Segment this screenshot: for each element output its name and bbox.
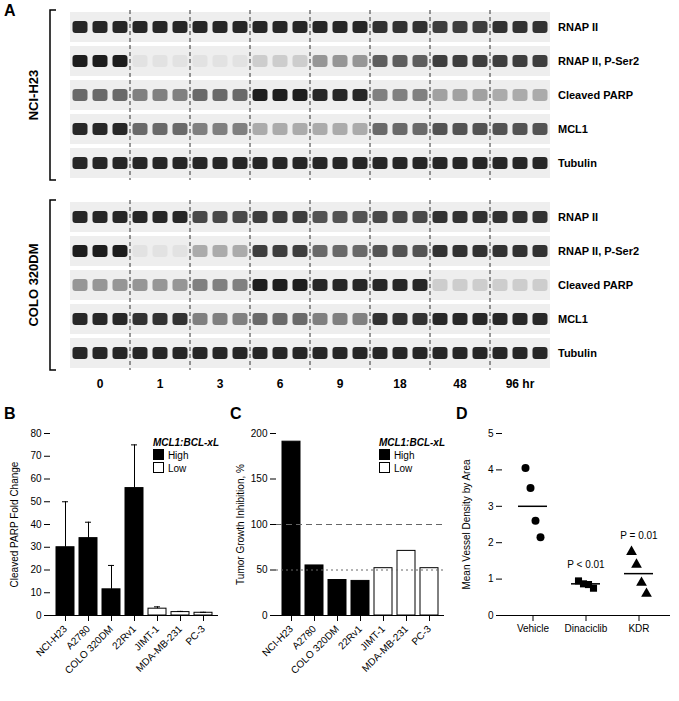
html-text:Low: Low <box>167 463 187 474</box>
svg-text:0: 0 <box>36 610 42 621</box>
svg-text:JIMT-1: JIMT-1 <box>357 623 388 653</box>
svg-text:COLO 320DM: COLO 320DM <box>26 243 41 326</box>
svg-text:Tubulin: Tubulin <box>558 347 597 359</box>
svg-text:1: 1 <box>488 573 494 584</box>
svg-text:JIMT-1: JIMT-1 <box>131 623 162 653</box>
svg-text:Tumor Growth Inhibition, %: Tumor Growth Inhibition, % <box>235 464 246 585</box>
svg-text:4: 4 <box>488 464 494 475</box>
svg-text:KDR: KDR <box>628 623 649 634</box>
svg-text:100: 100 <box>251 519 268 530</box>
svg-text:30: 30 <box>30 541 42 552</box>
svg-text:22Rv1: 22Rv1 <box>110 623 139 652</box>
svg-text:6: 6 <box>277 377 284 391</box>
svg-text:RNAP II: RNAP II <box>558 211 598 223</box>
svg-text:NCI-H23: NCI-H23 <box>26 70 41 121</box>
svg-text:Cleaved PARP: Cleaved PARP <box>558 89 633 101</box>
svg-text:0: 0 <box>488 610 494 621</box>
html-text:High: High <box>393 450 415 461</box>
html-text:D: D <box>456 405 468 422</box>
svg-text:0: 0 <box>262 610 268 621</box>
svg-text:Dinaciclib: Dinaciclib <box>565 623 608 634</box>
svg-text:70: 70 <box>30 450 42 461</box>
svg-text:50: 50 <box>30 496 42 507</box>
svg-text:MCL1: MCL1 <box>558 123 588 135</box>
svg-text:18: 18 <box>393 377 407 391</box>
svg-text:MDA-MB-231: MDA-MB-231 <box>134 623 185 674</box>
svg-text:20: 20 <box>30 564 42 575</box>
svg-text:RNAP II, P-Ser2: RNAP II, P-Ser2 <box>558 55 639 67</box>
svg-text:80: 80 <box>30 428 42 439</box>
html-text:Low: Low <box>393 463 413 474</box>
html-text:C: C <box>230 405 242 422</box>
svg-text:40: 40 <box>30 519 42 530</box>
svg-text:NCI-H23: NCI-H23 <box>260 623 296 659</box>
svg-text:96 hr: 96 hr <box>506 377 535 391</box>
svg-text:RNAP II, P-Ser2: RNAP II, P-Ser2 <box>558 245 639 257</box>
html-text:MCL1:BCL-xL: MCL1:BCL-xL <box>152 437 219 448</box>
svg-text:COLO 320DM: COLO 320DM <box>289 623 342 676</box>
html-text:B: B <box>4 405 16 422</box>
svg-text:200: 200 <box>251 428 268 439</box>
svg-text:0: 0 <box>97 377 104 391</box>
svg-text:3: 3 <box>217 377 224 391</box>
svg-text:60: 60 <box>30 473 42 484</box>
svg-text:5: 5 <box>488 428 494 439</box>
svg-text:Tubulin: Tubulin <box>558 157 597 169</box>
svg-text:NCI-H23: NCI-H23 <box>34 623 70 659</box>
svg-text:1: 1 <box>157 377 164 391</box>
svg-text:50: 50 <box>256 564 268 575</box>
svg-text:48: 48 <box>453 377 467 391</box>
html-text:MCL1:BCL-xL: MCL1:BCL-xL <box>378 437 445 448</box>
svg-text:3: 3 <box>488 501 494 512</box>
svg-text:P < 0.01: P < 0.01 <box>567 559 605 570</box>
svg-text:Vehicle: Vehicle <box>517 623 550 634</box>
svg-text:Mean Vessel Density by Area: Mean Vessel Density by Area <box>461 459 472 590</box>
svg-text:PC-3: PC-3 <box>183 623 207 647</box>
svg-text:MCL1: MCL1 <box>558 313 588 325</box>
svg-text:A2780: A2780 <box>63 623 93 652</box>
svg-text:MDA-MB-231: MDA-MB-231 <box>360 623 411 674</box>
svg-text:A2780: A2780 <box>289 623 319 652</box>
svg-text:9: 9 <box>337 377 344 391</box>
html-text:High: High <box>167 450 189 461</box>
svg-text:150: 150 <box>251 473 268 484</box>
svg-text:Cleaved PARP Fold Change: Cleaved PARP Fold Change <box>9 461 20 587</box>
svg-text:22Rv1: 22Rv1 <box>336 623 365 652</box>
svg-text:A: A <box>4 2 16 19</box>
svg-text:10: 10 <box>30 587 42 598</box>
svg-text:PC-3: PC-3 <box>409 623 433 647</box>
svg-text:Cleaved PARP: Cleaved PARP <box>558 279 633 291</box>
svg-text:2: 2 <box>488 537 494 548</box>
svg-text:RNAP II: RNAP II <box>558 21 598 33</box>
svg-text:COLO 320DM: COLO 320DM <box>63 623 116 676</box>
svg-text:P = 0.01: P = 0.01 <box>620 530 658 541</box>
